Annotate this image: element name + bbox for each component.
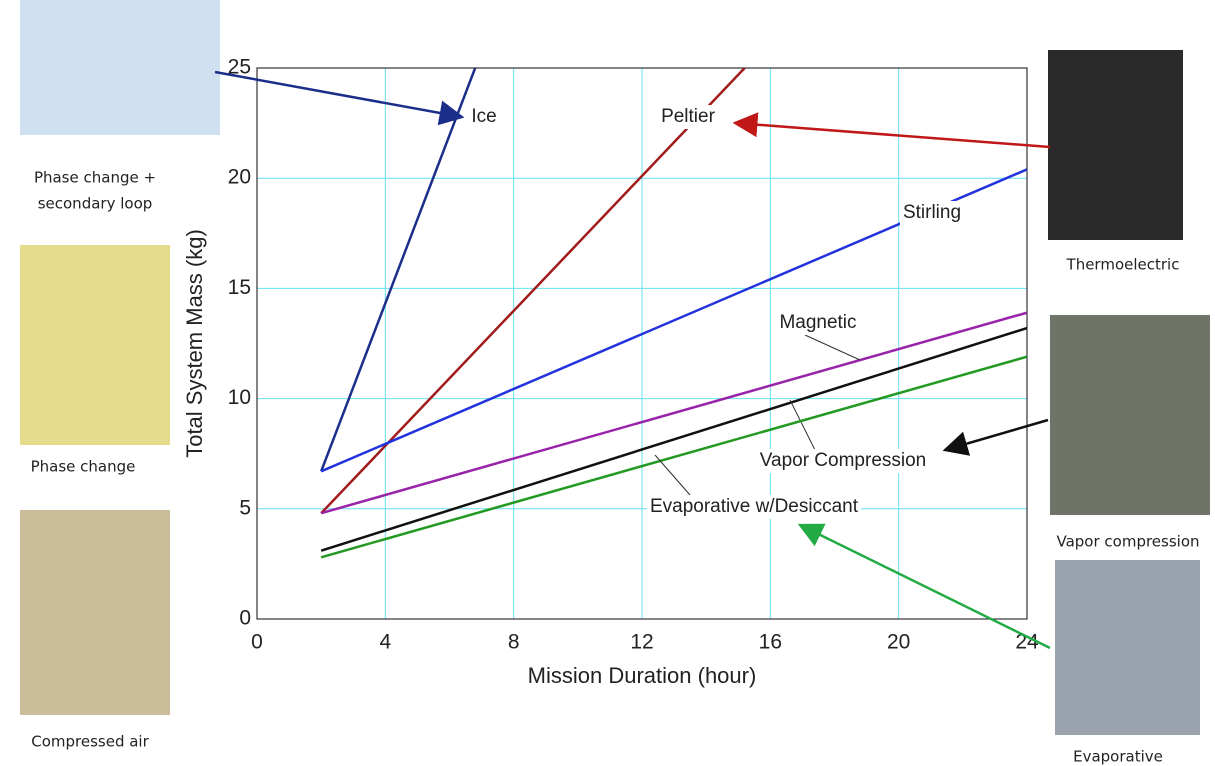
leader-line <box>654 454 691 496</box>
label-bg <box>468 105 500 129</box>
series-line <box>320 326 1027 552</box>
arrows <box>214 70 1051 650</box>
x-tick-label: 20 <box>887 631 910 654</box>
label-bg <box>658 105 718 129</box>
series-line <box>320 355 1027 559</box>
plot-frame <box>256 67 1028 620</box>
arrow <box>214 70 465 126</box>
x-tick-label: 0 <box>251 631 263 654</box>
leader-line <box>789 399 816 451</box>
series-label: Ice <box>471 106 496 127</box>
arrow <box>797 523 1051 650</box>
leader-line <box>804 334 861 361</box>
series-label: Vapor Compression <box>760 450 927 471</box>
series-line <box>320 68 746 515</box>
y-tick-label: 5 <box>239 496 251 519</box>
photo-caption: Evaporative <box>1073 748 1163 766</box>
label-bg <box>756 449 930 473</box>
photo-caption: Compressed air <box>31 733 149 751</box>
photo-caption: Vapor compression <box>1056 533 1199 551</box>
label-bg <box>646 495 862 519</box>
series-line <box>319 68 477 472</box>
y-tick-label: 0 <box>239 607 251 630</box>
series-label: Magnetic <box>779 312 856 333</box>
series-label: Peltier <box>661 106 716 127</box>
photo-phase-change-loop <box>20 0 220 135</box>
x-axis-title: Mission Duration (hour) <box>528 663 757 688</box>
label-bg <box>776 311 860 335</box>
x-tick-label: 4 <box>379 631 391 654</box>
series-label: Evaporative w/Desiccant <box>650 496 859 517</box>
y-tick-label: 15 <box>228 276 251 299</box>
x-tick-label: 16 <box>759 631 782 654</box>
photo-thermoelectric <box>1048 50 1183 240</box>
photos <box>20 0 1210 735</box>
x-tick-label: 12 <box>630 631 653 654</box>
photo-caption: secondary loop <box>38 195 153 213</box>
y-axis-title: Total System Mass (kg) <box>182 229 207 458</box>
photo-caption: Thermoelectric <box>1066 256 1180 274</box>
y-tick-label: 25 <box>228 56 251 79</box>
y-tick-label: 20 <box>228 166 251 189</box>
series-line <box>320 311 1027 515</box>
y-tick-label: 10 <box>228 386 251 409</box>
label-bg <box>899 201 965 225</box>
photo-compressed-air <box>20 510 170 715</box>
photo-vapor-compression <box>1050 315 1210 515</box>
photo-evaporative <box>1055 560 1200 735</box>
series-label: Stirling <box>903 202 961 223</box>
x-tick-label: 24 <box>1015 631 1039 654</box>
photo-caption: Phase change + <box>34 169 156 187</box>
arrow <box>942 418 1049 456</box>
photo-phase-change <box>20 245 170 445</box>
photo-caption: Phase change <box>31 458 136 476</box>
arrow <box>732 112 1051 149</box>
x-tick-label: 8 <box>508 631 520 654</box>
